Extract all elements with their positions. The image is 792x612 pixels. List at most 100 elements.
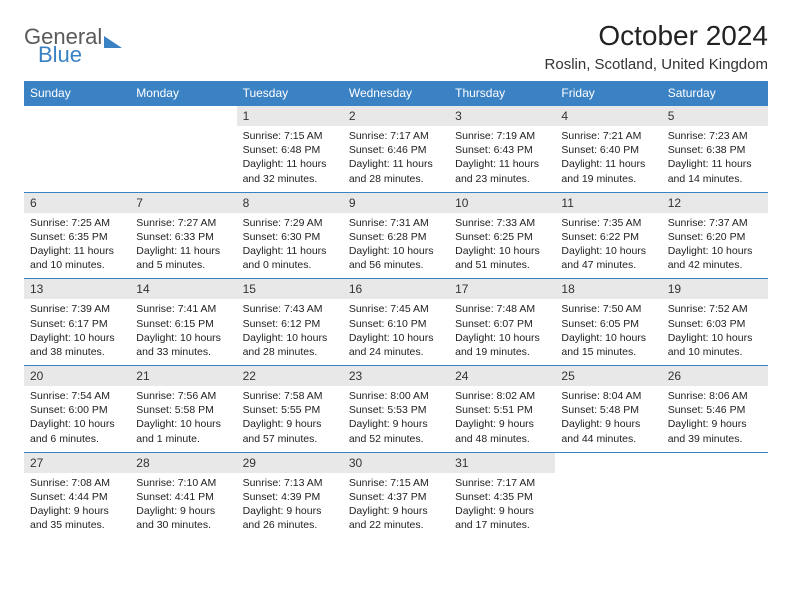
day-content: Sunrise: 8:00 AMSunset: 5:53 PMDaylight:…: [343, 386, 449, 452]
daylight-text: Daylight: 9 hours and 39 minutes.: [668, 417, 762, 445]
sunset-text: Sunset: 4:44 PM: [30, 490, 124, 504]
calendar-cell: 9Sunrise: 7:31 AMSunset: 6:28 PMDaylight…: [343, 192, 449, 279]
sunset-text: Sunset: 4:37 PM: [349, 490, 443, 504]
calendar-cell: 8Sunrise: 7:29 AMSunset: 6:30 PMDaylight…: [237, 192, 343, 279]
calendar-cell: 23Sunrise: 8:00 AMSunset: 5:53 PMDayligh…: [343, 365, 449, 452]
sunset-text: Sunset: 6:10 PM: [349, 317, 443, 331]
calendar-week: 27Sunrise: 7:08 AMSunset: 4:44 PMDayligh…: [24, 452, 768, 539]
calendar-cell: 12Sunrise: 7:37 AMSunset: 6:20 PMDayligh…: [662, 192, 768, 279]
sunset-text: Sunset: 6:40 PM: [561, 143, 655, 157]
sunset-text: Sunset: 4:39 PM: [243, 490, 337, 504]
day-content: Sunrise: 7:48 AMSunset: 6:07 PMDaylight:…: [449, 299, 555, 365]
day-content: Sunrise: 8:02 AMSunset: 5:51 PMDaylight:…: [449, 386, 555, 452]
day-number: 11: [555, 192, 661, 213]
day-content: Sunrise: 8:04 AMSunset: 5:48 PMDaylight:…: [555, 386, 661, 452]
day-number: 8: [237, 192, 343, 213]
daylight-text: Daylight: 11 hours and 19 minutes.: [561, 157, 655, 185]
day-number: 31: [449, 452, 555, 473]
sunset-text: Sunset: 6:46 PM: [349, 143, 443, 157]
day-content: Sunrise: 7:15 AMSunset: 4:37 PMDaylight:…: [343, 473, 449, 539]
calendar-week: 20Sunrise: 7:54 AMSunset: 6:00 PMDayligh…: [24, 365, 768, 452]
day-content: Sunrise: 7:35 AMSunset: 6:22 PMDaylight:…: [555, 213, 661, 279]
calendar-cell: 10Sunrise: 7:33 AMSunset: 6:25 PMDayligh…: [449, 192, 555, 279]
daylight-text: Daylight: 9 hours and 26 minutes.: [243, 504, 337, 532]
sunset-text: Sunset: 6:25 PM: [455, 230, 549, 244]
calendar-cell: 16Sunrise: 7:45 AMSunset: 6:10 PMDayligh…: [343, 278, 449, 365]
sunset-text: Sunset: 6:05 PM: [561, 317, 655, 331]
daylight-text: Daylight: 11 hours and 10 minutes.: [30, 244, 124, 272]
daylight-text: Daylight: 10 hours and 15 minutes.: [561, 331, 655, 359]
calendar-cell: 6Sunrise: 7:25 AMSunset: 6:35 PMDaylight…: [24, 192, 130, 279]
day-number: 19: [662, 278, 768, 299]
day-number: 23: [343, 365, 449, 386]
calendar-cell: 7Sunrise: 7:27 AMSunset: 6:33 PMDaylight…: [130, 192, 236, 279]
daylight-text: Daylight: 10 hours and 19 minutes.: [455, 331, 549, 359]
sunrise-text: Sunrise: 7:29 AM: [243, 216, 337, 230]
sunrise-text: Sunrise: 7:23 AM: [668, 129, 762, 143]
day-content: Sunrise: 7:41 AMSunset: 6:15 PMDaylight:…: [130, 299, 236, 365]
calendar-cell: 4Sunrise: 7:21 AMSunset: 6:40 PMDaylight…: [555, 105, 661, 192]
day-number: 1: [237, 105, 343, 126]
sunset-text: Sunset: 6:03 PM: [668, 317, 762, 331]
day-content: Sunrise: 7:17 AMSunset: 4:35 PMDaylight:…: [449, 473, 555, 539]
daylight-text: Daylight: 10 hours and 10 minutes.: [668, 331, 762, 359]
daylight-text: Daylight: 11 hours and 28 minutes.: [349, 157, 443, 185]
sunset-text: Sunset: 6:17 PM: [30, 317, 124, 331]
sunrise-text: Sunrise: 7:50 AM: [561, 302, 655, 316]
day-header: Monday: [130, 81, 236, 105]
calendar-cell: 28Sunrise: 7:10 AMSunset: 4:41 PMDayligh…: [130, 452, 236, 539]
sunrise-text: Sunrise: 7:41 AM: [136, 302, 230, 316]
sunset-text: Sunset: 5:55 PM: [243, 403, 337, 417]
day-number: 5: [662, 105, 768, 126]
sunrise-text: Sunrise: 8:02 AM: [455, 389, 549, 403]
day-number: 21: [130, 365, 236, 386]
day-content: Sunrise: 7:10 AMSunset: 4:41 PMDaylight:…: [130, 473, 236, 539]
day-header: Friday: [555, 81, 661, 105]
sunrise-text: Sunrise: 7:56 AM: [136, 389, 230, 403]
sunrise-text: Sunrise: 7:54 AM: [30, 389, 124, 403]
calendar-cell: [130, 105, 236, 192]
sunset-text: Sunset: 6:33 PM: [136, 230, 230, 244]
sunrise-text: Sunrise: 7:43 AM: [243, 302, 337, 316]
day-number: 27: [24, 452, 130, 473]
day-content: Sunrise: 7:29 AMSunset: 6:30 PMDaylight:…: [237, 213, 343, 279]
calendar-cell: 19Sunrise: 7:52 AMSunset: 6:03 PMDayligh…: [662, 278, 768, 365]
calendar-cell: 1Sunrise: 7:15 AMSunset: 6:48 PMDaylight…: [237, 105, 343, 192]
calendar-cell: 3Sunrise: 7:19 AMSunset: 6:43 PMDaylight…: [449, 105, 555, 192]
sunrise-text: Sunrise: 7:10 AM: [136, 476, 230, 490]
sunset-text: Sunset: 5:48 PM: [561, 403, 655, 417]
daylight-text: Daylight: 10 hours and 51 minutes.: [455, 244, 549, 272]
sunrise-text: Sunrise: 7:19 AM: [455, 129, 549, 143]
sunset-text: Sunset: 5:58 PM: [136, 403, 230, 417]
calendar-cell: 13Sunrise: 7:39 AMSunset: 6:17 PMDayligh…: [24, 278, 130, 365]
day-number: 6: [24, 192, 130, 213]
sunset-text: Sunset: 6:15 PM: [136, 317, 230, 331]
day-content: Sunrise: 7:54 AMSunset: 6:00 PMDaylight:…: [24, 386, 130, 452]
day-number: [24, 105, 130, 126]
day-header: Thursday: [449, 81, 555, 105]
header: General Blue October 2024 Roslin, Scotla…: [24, 20, 768, 73]
calendar-cell: 31Sunrise: 7:17 AMSunset: 4:35 PMDayligh…: [449, 452, 555, 539]
day-number: 20: [24, 365, 130, 386]
daylight-text: Daylight: 11 hours and 0 minutes.: [243, 244, 337, 272]
day-number: 24: [449, 365, 555, 386]
daylight-text: Daylight: 10 hours and 42 minutes.: [668, 244, 762, 272]
day-number: 13: [24, 278, 130, 299]
day-number: [555, 452, 661, 473]
calendar-cell: 15Sunrise: 7:43 AMSunset: 6:12 PMDayligh…: [237, 278, 343, 365]
sunset-text: Sunset: 5:46 PM: [668, 403, 762, 417]
sunrise-text: Sunrise: 7:17 AM: [349, 129, 443, 143]
calendar-cell: 18Sunrise: 7:50 AMSunset: 6:05 PMDayligh…: [555, 278, 661, 365]
day-number: 2: [343, 105, 449, 126]
daylight-text: Daylight: 9 hours and 30 minutes.: [136, 504, 230, 532]
sunrise-text: Sunrise: 7:25 AM: [30, 216, 124, 230]
day-header-row: SundayMondayTuesdayWednesdayThursdayFrid…: [24, 81, 768, 105]
day-content: Sunrise: 8:06 AMSunset: 5:46 PMDaylight:…: [662, 386, 768, 452]
location: Roslin, Scotland, United Kingdom: [545, 56, 768, 73]
day-number: 15: [237, 278, 343, 299]
sunset-text: Sunset: 6:07 PM: [455, 317, 549, 331]
calendar-cell: 24Sunrise: 8:02 AMSunset: 5:51 PMDayligh…: [449, 365, 555, 452]
sunset-text: Sunset: 6:12 PM: [243, 317, 337, 331]
daylight-text: Daylight: 11 hours and 23 minutes.: [455, 157, 549, 185]
day-content: Sunrise: 7:45 AMSunset: 6:10 PMDaylight:…: [343, 299, 449, 365]
